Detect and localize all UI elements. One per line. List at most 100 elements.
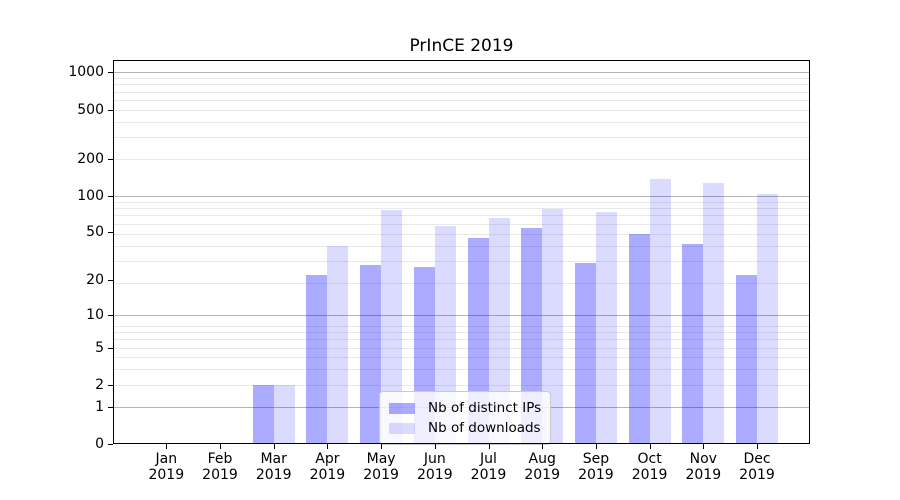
x-tick-label-jul: Jul 2019 (470, 451, 507, 483)
bar-downloads-sep (595, 211, 617, 444)
minor-gridline (113, 332, 810, 334)
legend-swatch-ips (389, 402, 415, 414)
y-tick-50 (108, 232, 113, 234)
x-tick-label-jan: Jan 2019 (148, 451, 185, 483)
x-tick-jun (434, 444, 436, 449)
y-tick-20 (108, 280, 113, 282)
y-tick-label-2: 2 (95, 376, 104, 393)
bar-ips-oct (628, 233, 650, 444)
y-tick-label-200: 200 (77, 150, 104, 167)
minor-gridline (113, 384, 810, 386)
y-tick-2 (108, 384, 113, 386)
y-tick-label-1000: 1000 (68, 64, 104, 81)
x-tick-label-sep: Sep 2019 (578, 451, 614, 483)
minor-gridline (113, 282, 810, 284)
x-tick-mar (273, 444, 275, 449)
minor-gridline (113, 325, 810, 327)
x-tick-label-nov: Nov 2019 (685, 451, 722, 483)
x-tick-nov (703, 444, 705, 449)
x-tick-jul (488, 444, 490, 449)
bar-ips-aug (521, 228, 543, 444)
minor-gridline (113, 91, 810, 93)
x-tick-sep (595, 444, 597, 449)
minor-gridline (113, 261, 810, 262)
x-tick-label-apr: Apr 2019 (309, 451, 346, 483)
bar-downloads-dec (757, 194, 778, 444)
major-gridline-1000 (113, 72, 810, 74)
minor-gridline (113, 233, 810, 235)
x-tick-label-mar: Mar 2019 (255, 451, 292, 483)
y-tick-500 (108, 109, 113, 111)
x-tick-aug (542, 444, 544, 449)
legend: Nb of distinct IPs Nb of downloads (379, 391, 552, 445)
y-tick-label-500: 500 (77, 101, 104, 118)
y-tick-10 (108, 315, 113, 316)
legend-swatch-downloads (389, 422, 415, 434)
bar-downloads-may (381, 209, 403, 444)
y-tick-label-100: 100 (77, 187, 104, 204)
minor-gridline (113, 215, 810, 217)
y-tick-label-20: 20 (86, 272, 104, 289)
bar-ips-mar (252, 384, 274, 444)
major-gridline-100 (113, 195, 810, 197)
minor-gridline (113, 121, 810, 123)
plot-area: Nb of distinct IPs Nb of downloads (113, 60, 810, 445)
x-tick-feb (220, 444, 221, 449)
x-tick-oct (649, 444, 651, 449)
bar-downloads-nov (703, 182, 725, 444)
bar-downloads-jun (434, 226, 456, 444)
bar-downloads-oct (649, 179, 671, 444)
minor-gridline (113, 245, 810, 247)
x-tick-label-oct: Oct 2019 (631, 451, 668, 483)
bar-downloads-mar (273, 384, 295, 444)
y-tick-200 (108, 158, 113, 160)
legend-row-ips: Nb of distinct IPs (389, 398, 541, 418)
x-tick-label-may: May 2019 (363, 451, 399, 483)
y-tick-label-0: 0 (95, 436, 104, 452)
minor-gridline (113, 223, 810, 225)
minor-gridline (113, 347, 810, 349)
y-tick-5 (108, 347, 113, 349)
chart-title: PrInCE 2019 (409, 36, 514, 56)
legend-label-ips: Nb of distinct IPs (428, 400, 542, 416)
bar-ips-may (360, 264, 382, 444)
minor-gridline (113, 78, 810, 79)
minor-gridline (113, 137, 810, 139)
y-tick-100 (108, 195, 113, 197)
major-gridline-10 (113, 315, 810, 316)
minor-gridline (113, 158, 810, 160)
minor-gridline (113, 99, 810, 101)
y-tick-1 (108, 406, 113, 408)
minor-gridline (113, 339, 810, 341)
bar-ips-apr (306, 275, 328, 444)
x-tick-jan (166, 444, 168, 449)
x-tick-dec (757, 444, 758, 449)
bar-downloads-aug (542, 208, 564, 444)
y-tick-1000 (108, 72, 113, 74)
y-tick-label-50: 50 (86, 224, 104, 241)
y-tick-label-1: 1 (95, 398, 104, 415)
bar-downloads-jul (488, 217, 510, 444)
bar-ips-dec (736, 275, 757, 444)
x-tick-label-aug: Aug 2019 (524, 451, 560, 483)
bar-downloads-apr (327, 245, 349, 444)
y-tick-0 (108, 444, 113, 445)
x-tick-label-dec: Dec 2019 (739, 451, 775, 483)
minor-gridline (113, 369, 810, 371)
x-tick-apr (327, 444, 329, 449)
minor-gridline (113, 84, 810, 86)
x-tick-label-feb: Feb 2019 (202, 451, 238, 483)
y-tick-label-5: 5 (95, 339, 104, 356)
y-tick-label-10: 10 (86, 307, 104, 323)
minor-gridline (113, 201, 810, 203)
minor-gridline (113, 208, 810, 210)
minor-gridline (113, 109, 810, 111)
x-tick-may (381, 444, 383, 449)
bar-ips-nov (682, 244, 704, 444)
bar-ips-sep (574, 262, 596, 444)
minor-gridline (113, 357, 810, 359)
legend-row-downloads: Nb of downloads (389, 418, 541, 438)
legend-label-downloads: Nb of downloads (428, 420, 541, 436)
x-tick-label-jun: Jun 2019 (416, 451, 453, 483)
